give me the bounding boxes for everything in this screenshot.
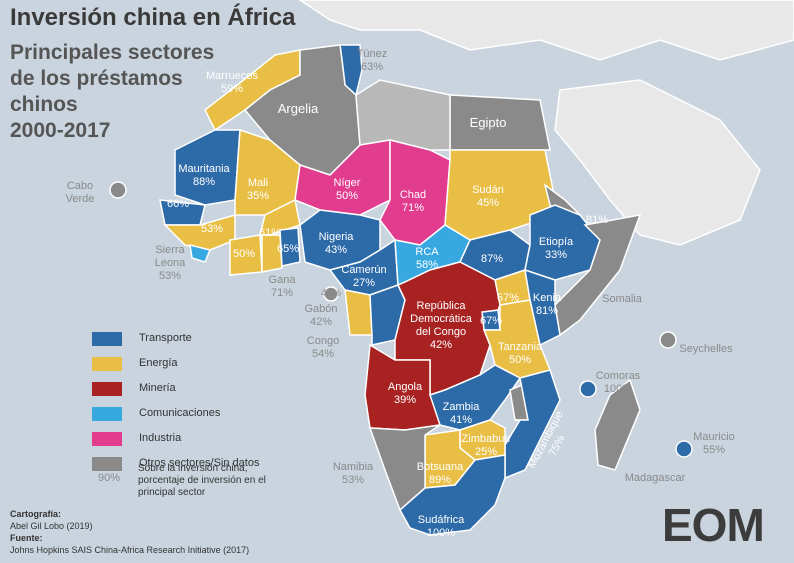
island-seychelles[interactable]: [659, 331, 677, 349]
label-burkina: 61%: [258, 227, 282, 239]
label-togo: 65%: [276, 243, 300, 255]
label-sudan-sur: 87%: [480, 253, 504, 265]
island-comoras[interactable]: [579, 380, 597, 398]
land-europe: [298, 0, 794, 61]
subtitle-line: de los préstamos: [10, 67, 183, 90]
label-sudan: Sudán 45%: [472, 184, 504, 209]
country-sudafrica[interactable]: [399, 454, 506, 536]
legend-label: Minería: [139, 382, 176, 394]
label-marruecos: Marruecos 59%: [206, 70, 258, 95]
label-chad: Chad 71%: [399, 189, 427, 214]
label-gana: Gana 71%: [268, 274, 296, 299]
label-tanzania: Tanzania 50%: [497, 341, 543, 366]
legend-label: Industria: [139, 432, 182, 444]
country-togo[interactable]: [279, 227, 301, 267]
label-guinea-ecuatorial: 43%: [320, 288, 342, 299]
legend-swatch: [92, 357, 122, 371]
label-tunez: Túnez 63%: [356, 48, 388, 73]
legend-example-pct: 90%: [98, 472, 121, 484]
label-etiopia: Etiopía 33%: [538, 236, 574, 261]
label-senegal: 66%: [166, 198, 190, 210]
island-guinea-ecuatorial[interactable]: [323, 286, 339, 302]
legend-swatch: [92, 382, 122, 396]
label-costa-marfil: 50%: [232, 248, 256, 260]
label-rdc: República Democrática del Congo 42%: [410, 300, 472, 351]
subtitle-line: chinos: [10, 93, 78, 116]
subtitle-line: Principales sectores: [10, 41, 215, 64]
label-mali: Mali 35%: [246, 177, 270, 202]
label-angola: Angola 39%: [387, 381, 423, 406]
label-botsuana: Botsuana 89%: [416, 461, 464, 486]
label-sierra-leona: Sierra Leona 53%: [154, 244, 186, 282]
legend-swatch: [92, 432, 122, 446]
label-argelia: Argelia: [277, 101, 319, 116]
map-subtitle: Principales sectores de los préstamos ch…: [10, 40, 240, 144]
label-mauritania: Mauritania 88%: [178, 163, 230, 188]
label-eritrea: 81%: [585, 214, 609, 226]
label-somalia: Somalia: [602, 293, 642, 305]
country-sierra-leona[interactable]: [189, 243, 212, 263]
island-mauricio[interactable]: [675, 440, 693, 458]
label-zimbabue: Zimbabue 25%: [461, 433, 511, 458]
legend-label: Otros sectores/Sin datos: [139, 457, 260, 469]
label-camerun: Camerún 27%: [341, 264, 387, 289]
label-congo: Congo 54%: [306, 335, 340, 360]
credits-source-value: Johns Hopkins SAIS China-Africa Research…: [10, 545, 250, 555]
label-gabon: Gabón 42%: [304, 303, 338, 328]
eom-logo: EOM: [662, 499, 765, 551]
legend-swatch: [92, 457, 122, 471]
label-rca: RCA 58%: [415, 246, 439, 271]
label-egipto: Egipto: [469, 115, 507, 130]
country-libia[interactable]: [355, 79, 451, 151]
label-kenia: Kenia 81%: [532, 292, 562, 317]
label-mauricio: Mauricio 55%: [693, 431, 735, 456]
credits-source-label: Fuente:: [10, 533, 43, 543]
label-namibia: Namibia 53%: [332, 461, 374, 486]
label-comoras: Comoras 100%: [595, 370, 641, 395]
label-guinea: 53%: [200, 223, 224, 235]
credits-cartography-value: Abel Gil Lobo (2019): [10, 521, 93, 531]
country-gana[interactable]: [261, 234, 283, 273]
country-namibia[interactable]: [368, 424, 441, 512]
credits: Cartografía: Abel Gil Lobo (2019) Fuente…: [10, 508, 249, 556]
country-gabon[interactable]: [344, 289, 373, 336]
label-seychelles: Seychelles: [679, 343, 733, 355]
country-madagascar[interactable]: [594, 378, 641, 471]
land-arabia: [554, 79, 761, 246]
label-cabo-verde: Cabo Verde: [65, 180, 95, 205]
map-title: Inversión china en África: [10, 4, 296, 31]
legend-swatch: [92, 407, 122, 421]
legend-label: Comunicaciones: [139, 407, 221, 419]
legend-swatch: [92, 332, 122, 346]
legend-label: Energía: [139, 357, 178, 369]
label-nigeria: Nigeria 43%: [318, 231, 354, 256]
label-sudafrica: Sudáfrica 100%: [417, 514, 465, 539]
legend-label: Transporte: [139, 332, 192, 344]
label-uganda: 67%: [496, 292, 520, 304]
label-zambia: Zambia 41%: [442, 401, 480, 426]
island-cabo-verde[interactable]: [109, 181, 127, 199]
subtitle-line: 2000-2017: [10, 119, 111, 142]
credits-cartography-label: Cartografía:: [10, 509, 62, 519]
label-niger: Níger 50%: [333, 177, 361, 202]
legend-note: Sobre la inversión china, porcentaje de …: [138, 463, 266, 498]
label-madagascar: Madagascar: [624, 472, 686, 484]
label-ruanda: 67%: [479, 315, 503, 327]
